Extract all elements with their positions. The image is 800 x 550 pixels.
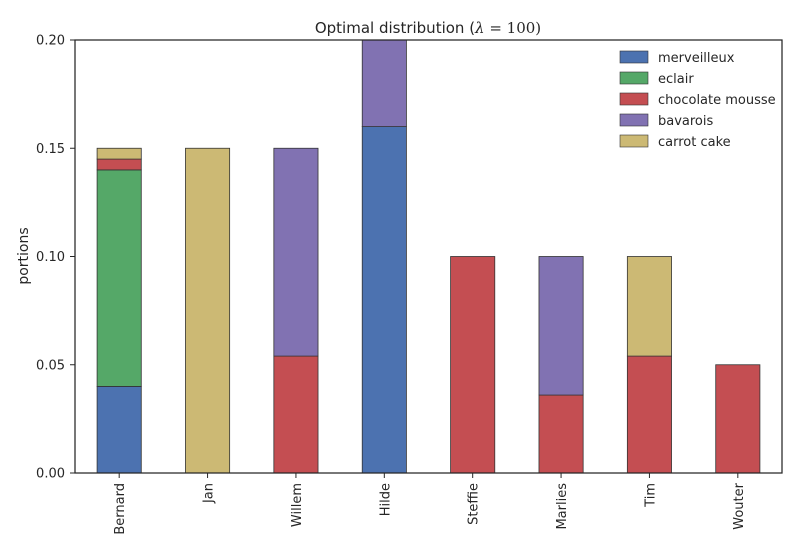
chart-title-suffix: = 100) — [485, 19, 542, 37]
x-tick-label-wouter: Wouter — [732, 482, 747, 529]
x-tick-label-marlies: Marlies — [555, 483, 570, 530]
legend-swatch-chocolate-mousse — [619, 92, 649, 106]
bar-bernard-carrot-cake — [96, 147, 142, 160]
y-axis-label: portions — [16, 227, 32, 284]
x-tick-label-tim: Tim — [643, 483, 658, 508]
legend-swatch-eclair — [619, 71, 649, 85]
bar-tim-carrot-cake — [626, 256, 672, 357]
bar-marlies-chocolate-mousse — [538, 394, 584, 474]
legend-label-chocolate-mousse: chocolate mousse — [658, 93, 776, 108]
y-tick-label: 0.15 — [36, 142, 65, 157]
bar-steffie-chocolate-mousse — [450, 256, 496, 474]
x-tick-label-hilde: Hilde — [378, 483, 393, 516]
legend-swatch-carrot-cake — [619, 134, 649, 148]
x-tick-label-steffie: Steffie — [467, 483, 482, 525]
y-ticks-group: 0.00 0.05 0.10 0.15 0.20 — [36, 34, 75, 482]
y-tick-label: 0.05 — [36, 358, 65, 373]
legend-label-merveilleux: merveilleux — [658, 51, 735, 66]
x-tick-label-bernard: Bernard — [113, 483, 128, 535]
bar-jan-carrot-cake — [185, 147, 231, 474]
bar-bernard-eclair — [96, 169, 142, 387]
legend: merveilleux eclair chocolate mousse bavaroi… — [619, 50, 776, 150]
legend-label-bavarois: bavarois — [658, 114, 714, 129]
x-ticks-group: Bernard Jan Willem Hilde Steffie Marlies Tim Wo… — [113, 473, 747, 535]
bar-willem-chocolate-mousse — [273, 355, 319, 474]
y-tick-label: 0.20 — [36, 34, 65, 49]
x-tick-label-jan: Jan — [202, 483, 217, 504]
bar-bernard-chocolate-mousse — [96, 158, 142, 171]
legend-swatch-merveilleux — [619, 50, 649, 64]
bar-hilde-merveilleux — [361, 126, 407, 474]
chart-title-symbol: λ — [474, 19, 485, 37]
bar-willem-bavarois — [273, 147, 319, 357]
chart-title-prefix: Optimal distribution ( — [315, 19, 475, 37]
y-tick-label: 0.00 — [36, 467, 65, 482]
legend-swatch-bavarois — [619, 113, 649, 127]
legend-label-eclair: eclair — [658, 72, 694, 87]
y-tick-label: 0.10 — [36, 250, 65, 265]
bars-group — [96, 39, 761, 474]
chart-title: Optimal distribution (λ = 100) — [315, 19, 541, 37]
bar-tim-chocolate-mousse — [626, 355, 672, 474]
bar-bernard-merveilleux — [96, 385, 142, 474]
bar-wouter-chocolate-mousse — [715, 364, 761, 474]
legend-label-carrot-cake: carrot cake — [658, 135, 731, 150]
bar-marlies-bavarois — [538, 256, 584, 396]
x-tick-label-willem: Willem — [290, 483, 305, 527]
bar-hilde-bavarois — [361, 39, 407, 127]
